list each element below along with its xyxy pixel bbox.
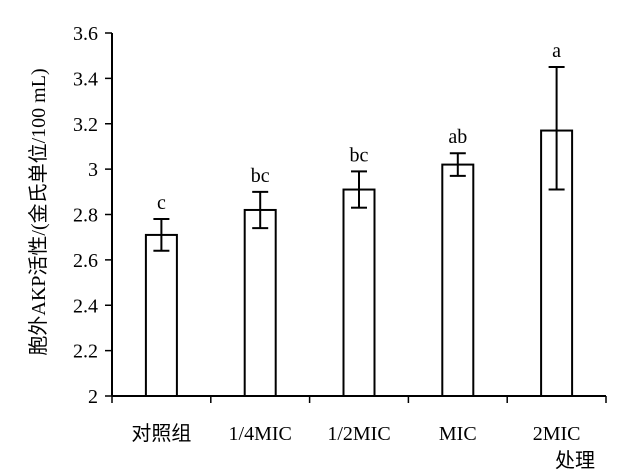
significance-label: ab — [448, 126, 467, 148]
y-tick-label: 3.2 — [73, 114, 98, 136]
bar — [342, 188, 376, 397]
x-axis-title: 处理 — [555, 449, 595, 472]
y-tick-label: 2.6 — [73, 250, 98, 272]
labels: c 对照组 bc 1/4MIC bc 1/2MIC ab MIC a 2MIC — [131, 40, 580, 445]
category-label: 1/4MIC — [229, 423, 292, 445]
category-label: 1/2MIC — [327, 423, 390, 445]
y-tick-label: 2.8 — [73, 205, 98, 227]
y-axis: 2 2.2 2.4 2.6 2.8 3 3.2 3.4 3.6 — [73, 23, 113, 408]
y-tick-label: 2.4 — [73, 295, 98, 317]
category-label: 2MIC — [533, 423, 581, 445]
bars — [144, 66, 574, 397]
category-label: 对照组 — [131, 422, 191, 445]
y-tick-label: 3.6 — [73, 23, 98, 45]
y-tick-label: 2 — [88, 386, 98, 408]
y-tick-label: 2.2 — [73, 341, 98, 363]
bar — [144, 233, 178, 397]
significance-label: c — [157, 192, 166, 214]
bar — [441, 163, 475, 397]
y-tick-label: 3.4 — [73, 68, 98, 90]
significance-label: bc — [251, 165, 270, 187]
y-axis-title: 胞外AKP活性/(金氏单位/100 mL) — [27, 68, 50, 355]
category-label: MIC — [439, 423, 477, 445]
x-axis — [111, 395, 607, 403]
significance-label: a — [552, 40, 561, 62]
bar — [243, 208, 277, 397]
significance-label: bc — [350, 144, 369, 166]
y-tick-label: 3 — [88, 159, 98, 181]
